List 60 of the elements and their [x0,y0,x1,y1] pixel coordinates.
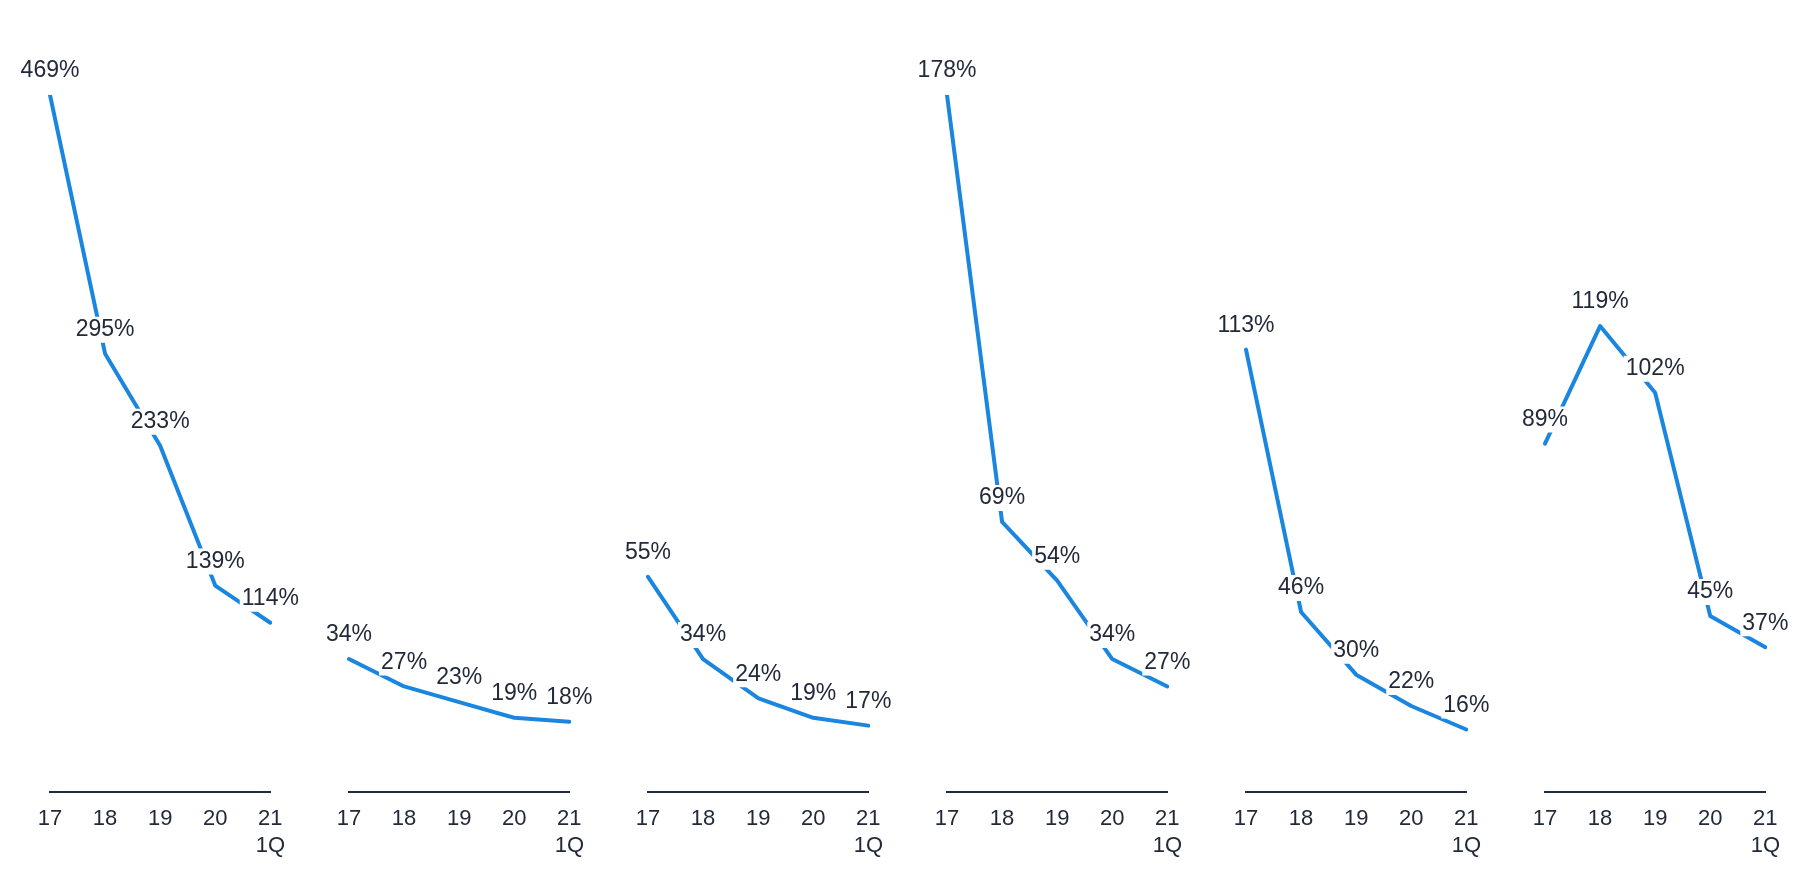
x-tick-label: 19 [1642,805,1668,831]
data-label: 233% [130,407,190,434]
x-tick-label: 20 [203,805,228,831]
x-tick-label: 19 [446,805,472,831]
data-label: 34% [1089,620,1136,647]
x-tick-label: 18 [989,805,1015,831]
x-tick-label: 17 [37,805,63,831]
x-tick-label: 18 [92,805,118,831]
data-label: 16% [1443,690,1490,717]
x-tick-label: 21 1Q [1152,805,1183,857]
data-label: 30% [1333,636,1380,663]
x-tick-label: 21 1Q [853,805,884,857]
data-label: 119% [1571,287,1629,314]
data-label: 178% [917,56,977,83]
data-label: 114% [241,584,299,611]
data-label: 113% [1217,310,1275,337]
data-label: 469% [20,56,80,83]
data-label: 34% [325,620,373,647]
x-tick-label: 21 1Q [255,805,286,857]
x-tick-label: 21 1Q [1750,805,1781,857]
x-tick-label: 21 1Q [554,805,585,857]
data-label: 45% [1687,577,1734,604]
data-label: 37% [1742,608,1789,635]
x-tick-label: 19 [147,805,173,831]
x-tick-label: 17 [1532,805,1558,831]
data-label: 69% [979,483,1026,510]
x-tick-label: 21 1Q [1451,805,1482,857]
x-tick-label: 19 [1044,805,1070,831]
data-label: 17% [845,686,892,713]
data-label: 34% [680,620,727,647]
x-tick-label: 20 [1698,805,1723,831]
data-label: 55% [624,538,672,565]
data-label: 27% [1144,647,1191,674]
x-tick-label: 18 [1288,805,1314,831]
x-tick-label: 20 [502,805,527,831]
x-tick-label: 18 [690,805,716,831]
x-tick-label: 17 [934,805,960,831]
x-tick-label: 20 [1100,805,1125,831]
data-label: 54% [1034,542,1081,569]
x-tick-label: 18 [1587,805,1613,831]
data-label: 18% [546,683,593,710]
data-label: 22% [1388,667,1435,694]
x-tick-label: 17 [336,805,362,831]
data-label: 89% [1521,404,1569,431]
data-label: 46% [1278,573,1325,600]
data-label: 102% [1625,354,1685,381]
data-label: 19% [790,679,837,706]
x-tick-label: 17 [1233,805,1259,831]
data-label: 24% [735,659,782,686]
data-label: 23% [436,663,483,690]
data-label: 19% [491,679,538,706]
x-tick-label: 19 [1343,805,1369,831]
x-tick-label: 18 [391,805,417,831]
data-label: 295% [75,315,135,342]
data-label: 27% [381,647,428,674]
data-label: 139% [185,546,245,573]
x-tick-label: 20 [801,805,826,831]
x-tick-label: 17 [635,805,661,831]
x-tick-label: 20 [1399,805,1424,831]
x-tick-label: 19 [745,805,771,831]
